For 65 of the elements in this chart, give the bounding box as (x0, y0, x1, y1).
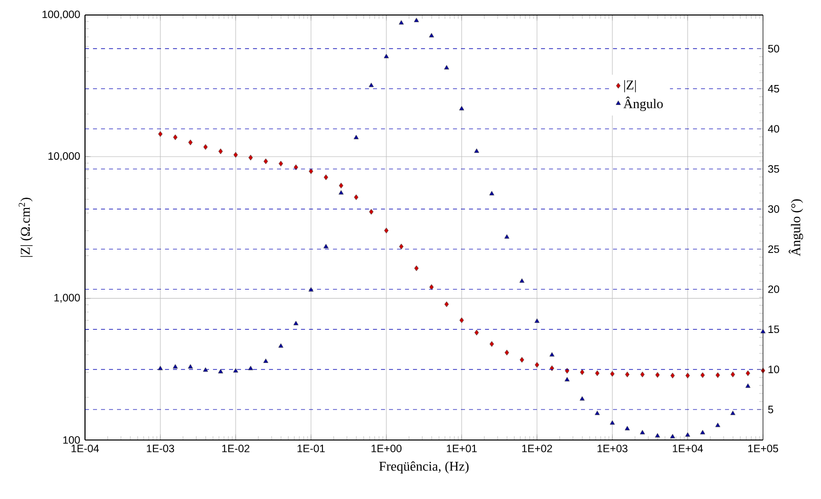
point (203, 144, 208, 150)
point (504, 350, 510, 356)
point (218, 148, 223, 154)
point (520, 356, 524, 363)
x-tick-label: 1E+03 (598, 444, 628, 452)
point (534, 362, 540, 368)
point (564, 368, 570, 374)
y-tick-label: 100 (63, 436, 80, 444)
legend-label: Ângulo (623, 96, 663, 112)
x-tick-label: 1E-03 (146, 444, 174, 452)
x-tick-label: 1E-02 (222, 444, 250, 452)
x-tick-label: 1E-04 (72, 444, 99, 452)
point (278, 160, 284, 166)
x-axis-title: Freqüência, (Hz) (379, 461, 469, 474)
point (354, 194, 358, 200)
point (459, 317, 464, 324)
point (384, 228, 389, 234)
y2-tick-label: 20 (768, 285, 780, 294)
point (685, 372, 690, 378)
x-tick-label: 1E+01 (446, 444, 477, 452)
point (730, 372, 736, 378)
point (324, 174, 328, 180)
y-tick-label: 10,000 (48, 152, 80, 162)
y2-tick-label: 5 (768, 406, 774, 414)
point (550, 365, 554, 372)
point (640, 372, 645, 378)
point (610, 370, 615, 377)
y-tick-label: 1,000 (54, 294, 80, 303)
y-axis-title: |Z| (Ω.cm$^{2}$) (18, 198, 33, 257)
y-tick-label: 100,000 (42, 10, 80, 20)
point (233, 152, 238, 158)
y2-tick-label: 40 (768, 125, 780, 133)
legend-label: |Z| (624, 80, 636, 92)
y2-tick-label: 25 (768, 245, 780, 253)
x-tick-label: 1E+00 (372, 444, 402, 452)
point (158, 131, 163, 137)
x-tick-label: 1E-01 (298, 444, 325, 452)
y2-tick-label: 10 (768, 366, 780, 374)
point (294, 164, 298, 170)
y2-tick-label: 50 (768, 44, 780, 52)
x-tick-label: 1E+05 (748, 444, 778, 452)
point (399, 244, 404, 250)
x-tick-label: 1E+04 (672, 444, 703, 452)
y2-tick-label: 45 (768, 85, 780, 92)
point (248, 154, 253, 160)
point (670, 372, 675, 378)
y2-axis-title: Ângulo (°) (788, 199, 804, 256)
x-tick-label: 1E+02 (522, 444, 552, 452)
point (716, 372, 720, 378)
point (308, 168, 314, 174)
point (625, 372, 630, 378)
point (429, 284, 434, 290)
y2-tick-label: 15 (768, 326, 780, 334)
point (580, 369, 584, 376)
point (474, 330, 479, 336)
point (746, 370, 750, 376)
y2-tick-label: 30 (768, 205, 780, 213)
point (338, 182, 344, 188)
point (414, 265, 419, 272)
point (490, 341, 494, 347)
point (188, 140, 193, 146)
y2-tick-label: 35 (768, 165, 780, 173)
point (700, 372, 705, 378)
point (444, 301, 449, 308)
point (655, 372, 660, 378)
